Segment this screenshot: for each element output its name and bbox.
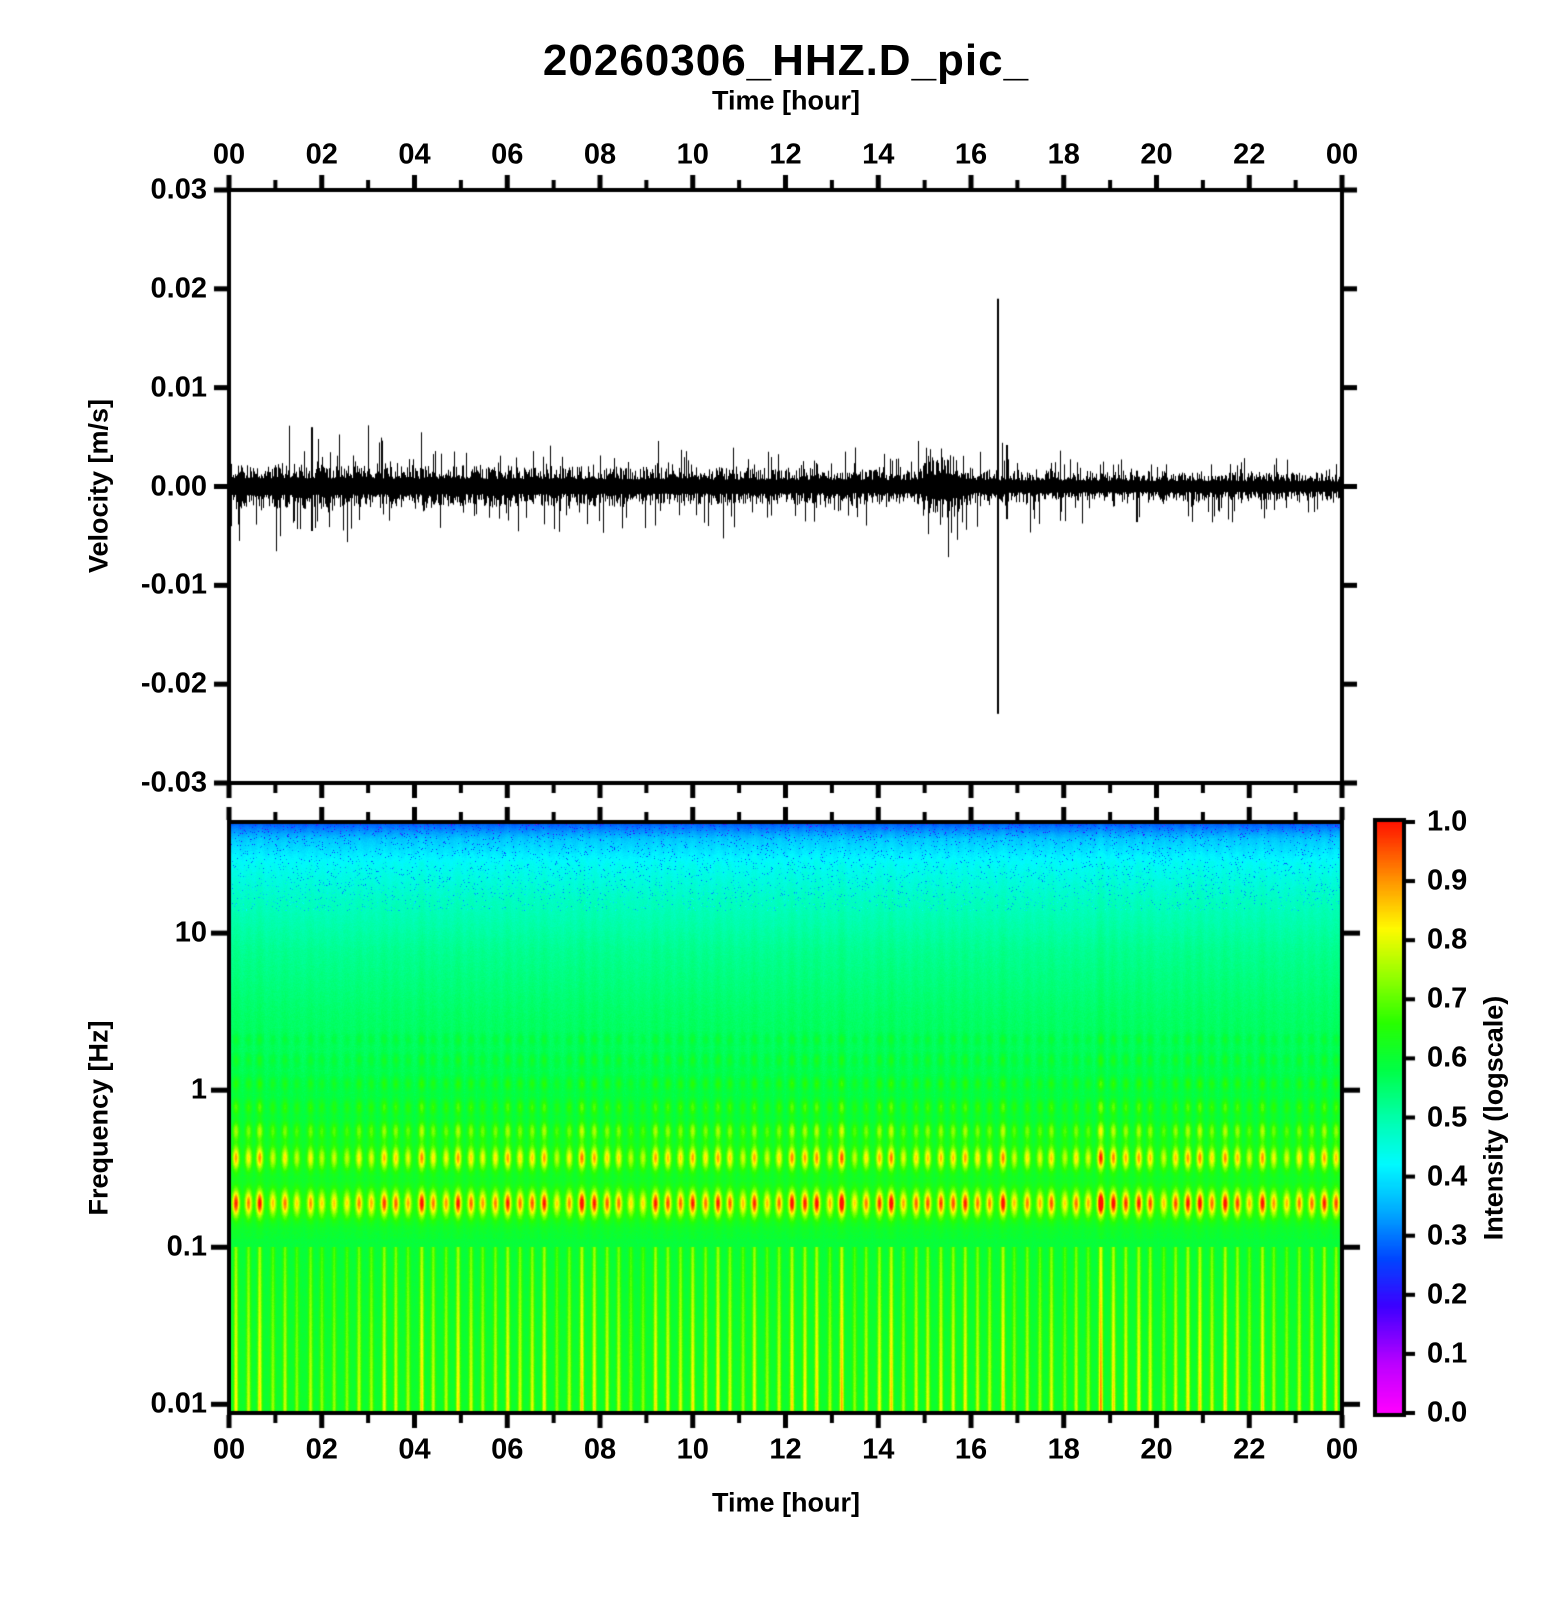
colorbar-tick-label: 0.7 bbox=[1427, 982, 1468, 1015]
frequency-tick-label: 0.1 bbox=[166, 1230, 207, 1263]
bottom-hour-tick-label: 00 bbox=[1325, 1433, 1359, 1466]
frequency-tick-label: 10 bbox=[174, 916, 207, 949]
colorbar-tick-label: 0.5 bbox=[1427, 1101, 1468, 1133]
top-hour-tick-label: 00 bbox=[1325, 138, 1359, 171]
bottom-hour-tick-label: 00 bbox=[212, 1433, 246, 1466]
colorbar-tick-label: 0.9 bbox=[1427, 864, 1468, 897]
bottom-hour-tick-label: 08 bbox=[583, 1433, 617, 1466]
velocity-tick-label: 0.03 bbox=[150, 173, 207, 206]
colorbar-tick-label: 0.8 bbox=[1427, 923, 1468, 956]
colorbar-tick-label: 0.3 bbox=[1427, 1219, 1468, 1252]
top-hour-tick-label: 16 bbox=[954, 138, 988, 171]
velocity-axis-label: Velocity [m/s] bbox=[83, 398, 114, 574]
bottom-hour-tick-label: 14 bbox=[862, 1433, 895, 1466]
top-hour-tick-label: 08 bbox=[583, 138, 617, 171]
velocity-tick-label: 0.02 bbox=[150, 272, 207, 305]
colorbar-tick-label: 0.0 bbox=[1427, 1396, 1468, 1429]
colorbar-tick-label: 0.1 bbox=[1427, 1337, 1468, 1370]
velocity-tick-label: -0.02 bbox=[140, 667, 207, 700]
top-time-axis-label: Time [hour] bbox=[712, 85, 860, 116]
frequency-tick-label: 1 bbox=[190, 1073, 207, 1106]
bottom-hour-tick-label: 18 bbox=[1047, 1433, 1080, 1466]
colorbar-tick-label: 0.4 bbox=[1427, 1160, 1468, 1193]
colorbar-tick-label: 0.6 bbox=[1427, 1041, 1468, 1074]
top-hour-tick-label: 12 bbox=[769, 138, 802, 171]
bottom-hour-tick-label: 16 bbox=[954, 1433, 988, 1466]
colorbar-tick-label: 1.0 bbox=[1427, 805, 1468, 838]
frequency-axis-label: Frequency [Hz] bbox=[83, 1020, 114, 1216]
colorbar-tick-label: 0.2 bbox=[1427, 1278, 1468, 1311]
top-hour-tick-label: 20 bbox=[1140, 138, 1173, 171]
velocity-tick-label: -0.01 bbox=[140, 568, 207, 601]
bottom-hour-tick-label: 06 bbox=[491, 1433, 524, 1466]
top-hour-tick-label: 18 bbox=[1047, 138, 1080, 171]
bottom-hour-tick-label: 02 bbox=[305, 1433, 338, 1466]
top-hour-tick-label: 14 bbox=[862, 138, 895, 171]
bottom-hour-tick-label: 22 bbox=[1233, 1433, 1266, 1466]
bottom-hour-tick-label: 04 bbox=[398, 1433, 431, 1466]
top-hour-tick-label: 10 bbox=[676, 138, 709, 171]
top-hour-tick-label: 04 bbox=[398, 138, 431, 171]
velocity-tick-label: 0.00 bbox=[150, 470, 207, 502]
frequency-tick-label: 0.01 bbox=[150, 1387, 207, 1420]
top-hour-tick-label: 06 bbox=[491, 138, 524, 171]
top-hour-tick-label: 02 bbox=[305, 138, 338, 171]
velocity-tick-label: 0.01 bbox=[150, 371, 207, 404]
bottom-time-axis-label: Time [hour] bbox=[712, 1487, 860, 1518]
velocity-tick-label: -0.03 bbox=[140, 766, 207, 799]
figure-title: 20260306_HHZ.D_pic_ bbox=[542, 36, 1030, 85]
bottom-hour-tick-label: 12 bbox=[769, 1433, 802, 1466]
top-hour-tick-label: 00 bbox=[212, 138, 246, 171]
bottom-hour-tick-label: 20 bbox=[1140, 1433, 1173, 1466]
colorbar-label: Intensity (logscale) bbox=[1478, 995, 1509, 1241]
top-hour-tick-label: 22 bbox=[1233, 138, 1266, 171]
bottom-hour-tick-label: 10 bbox=[676, 1433, 709, 1466]
